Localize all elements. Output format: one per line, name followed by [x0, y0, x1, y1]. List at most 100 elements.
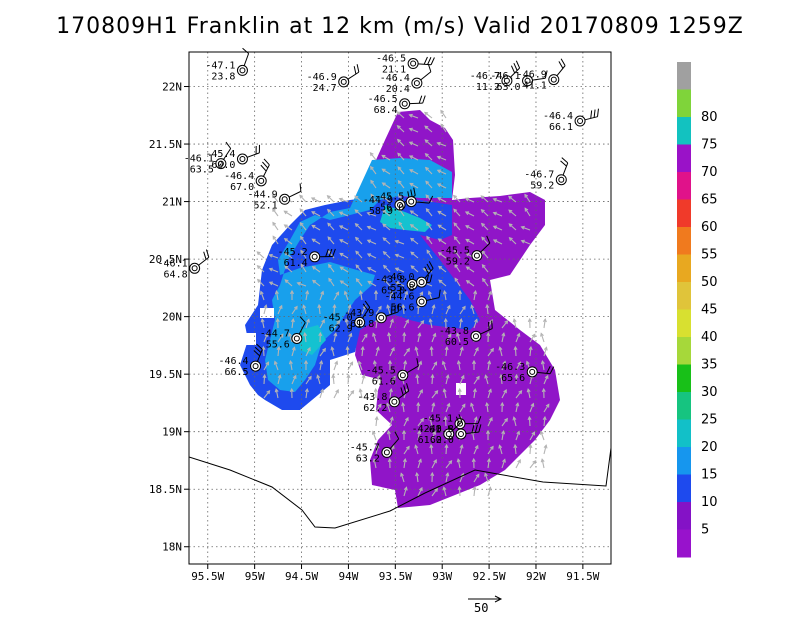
station-circle [405, 196, 417, 208]
wind-vector [311, 211, 321, 217]
station-circle [416, 276, 428, 288]
wind-vector [333, 361, 338, 371]
wind-vector [304, 333, 307, 343]
station-inner-circle [311, 253, 318, 260]
wind-vector-head [498, 444, 503, 449]
station-inner-circle [239, 156, 246, 163]
station-circle [375, 312, 387, 324]
wind-vector-head [481, 236, 486, 241]
wind-vector [305, 291, 309, 301]
wind-vector-head [312, 279, 317, 284]
colorbar-label: 20 [701, 440, 718, 455]
wind-vector [272, 222, 279, 231]
wind-vector [403, 361, 407, 371]
wind-vector-head [492, 225, 498, 230]
observation-station: -45.261.4 [278, 247, 336, 269]
wind-barb-staff [480, 242, 491, 253]
wind-vector [465, 239, 475, 245]
wind-vector [501, 459, 506, 469]
observation-station: -44.952.1 [248, 183, 302, 211]
temperature-label: -44.9 [363, 195, 393, 206]
station-circle [443, 428, 455, 440]
wind-vector-head [382, 223, 387, 228]
wind-vector-head [326, 208, 331, 213]
wind-vector-head [465, 280, 470, 284]
wind-barb-flag [430, 57, 435, 65]
wind-vector [397, 152, 405, 161]
wind-vector [409, 183, 419, 189]
wind-vector [493, 239, 503, 245]
wind-vector [410, 251, 419, 259]
wind-vector-head [508, 195, 513, 200]
wind-vector [414, 445, 419, 455]
wind-vector [299, 194, 307, 203]
wind-vector [375, 445, 379, 455]
wind-vector-head [541, 387, 546, 393]
wind-vector-head [409, 182, 414, 187]
wind-vector-head [437, 238, 442, 243]
wind-vector-head [386, 402, 390, 407]
wind-vector [417, 361, 422, 371]
wind-vector-head [354, 195, 359, 200]
wind-vector [481, 236, 489, 245]
wind-vector-head [349, 361, 354, 366]
wind-vector [355, 264, 363, 273]
wind-barb-staff [562, 162, 569, 176]
wind-vector-head [454, 263, 459, 268]
temperature-label: -46.5 [376, 54, 406, 65]
wind-vector [344, 291, 349, 301]
wind-vector [424, 112, 433, 119]
wind-vector [277, 305, 283, 315]
wind-vector-head [430, 373, 435, 379]
wind-vector [454, 278, 461, 287]
temperature-label: -46.4 [218, 356, 248, 367]
wind-vector [332, 374, 335, 385]
wind-barb-staff [243, 53, 250, 66]
wind-vector-head [367, 280, 372, 285]
wind-vector-head [331, 373, 336, 379]
wind-barb-staff [362, 307, 371, 319]
wind-vector-head [367, 267, 372, 271]
wind-vector [456, 333, 461, 343]
wind-vector [487, 361, 491, 371]
speed-region [380, 205, 432, 232]
pressure-label: 61.4 [284, 258, 308, 269]
observation-station: -46.711.2 [470, 60, 521, 93]
station-inner-circle [457, 420, 464, 427]
wind-vector [319, 319, 325, 329]
wind-vector-head [302, 304, 307, 309]
wind-vector-head [437, 252, 442, 256]
wind-vector-head [457, 485, 462, 491]
station-circle [399, 98, 411, 110]
wind-vector-head [338, 211, 344, 216]
wind-vector-head [426, 249, 431, 254]
wind-vector [347, 305, 351, 315]
wind-vector [400, 473, 405, 483]
wind-barb-staff [198, 256, 210, 266]
lat-tick-label: 22N [162, 81, 182, 94]
wind-vector [345, 319, 349, 329]
wind-vector-head [277, 374, 282, 379]
wind-vector [431, 403, 435, 413]
station-inner-circle [356, 319, 363, 326]
wind-vector [524, 208, 531, 217]
wind-vector [543, 416, 546, 427]
wind-vector-head [326, 194, 331, 199]
wind-vector [473, 445, 479, 455]
coastline [189, 447, 611, 529]
colorbar-label: 30 [701, 385, 718, 400]
wind-vector-head [527, 317, 532, 323]
wind-vector [459, 445, 463, 455]
wind-vector [473, 389, 476, 399]
wind-vector [327, 195, 335, 203]
wind-vector [333, 333, 337, 343]
wind-barb-staff [452, 421, 463, 431]
wind-vector-head [382, 250, 387, 255]
wind-vector-head [284, 251, 289, 256]
wind-vector [445, 460, 452, 469]
observation-station: -42.061.0 [412, 414, 463, 446]
wind-vector [501, 431, 505, 441]
wind-barb-flag [590, 110, 593, 119]
temperature-label: -43.9 [344, 308, 374, 319]
wind-vector [473, 319, 478, 329]
